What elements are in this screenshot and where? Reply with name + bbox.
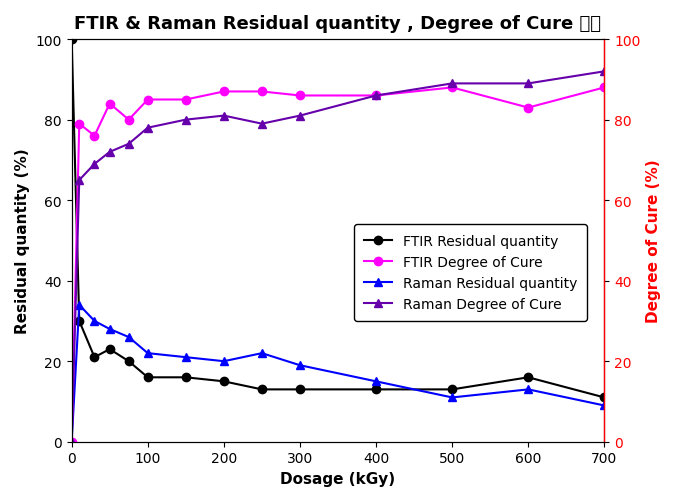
FTIR Degree of Cure [258, 89, 266, 95]
FTIR Degree of Cure [296, 93, 304, 99]
Line: Raman Degree of Cure: Raman Degree of Cure [68, 68, 608, 446]
Raman Degree of Cure [372, 93, 380, 99]
FTIR Degree of Cure [105, 101, 114, 107]
FTIR Residual quantity [258, 387, 266, 393]
FTIR Degree of Cure [220, 89, 228, 95]
Raman Degree of Cure [182, 117, 190, 123]
Title: FTIR & Raman Residual quantity , Degree of Cure 비교: FTIR & Raman Residual quantity , Degree … [74, 15, 602, 33]
Raman Degree of Cure [124, 141, 132, 147]
Raman Residual quantity [448, 395, 456, 401]
FTIR Degree of Cure [182, 97, 190, 103]
FTIR Residual quantity [91, 354, 99, 360]
FTIR Degree of Cure [124, 117, 132, 123]
FTIR Residual quantity [144, 375, 152, 381]
Raman Degree of Cure [105, 149, 114, 155]
X-axis label: Dosage (kGy): Dosage (kGy) [281, 471, 395, 486]
FTIR Residual quantity [182, 375, 190, 381]
Raman Residual quantity [68, 439, 76, 445]
Raman Residual quantity [75, 302, 83, 308]
Raman Degree of Cure [220, 113, 228, 119]
FTIR Degree of Cure [75, 121, 83, 127]
FTIR Residual quantity [448, 387, 456, 393]
FTIR Residual quantity [524, 375, 532, 381]
FTIR Residual quantity [124, 359, 132, 365]
Raman Residual quantity [220, 359, 228, 365]
Raman Degree of Cure [524, 81, 532, 87]
FTIR Degree of Cure [372, 93, 380, 99]
Raman Residual quantity [600, 403, 608, 409]
Raman Degree of Cure [144, 125, 152, 131]
Line: FTIR Degree of Cure: FTIR Degree of Cure [68, 84, 608, 446]
Raman Residual quantity [182, 354, 190, 360]
Raman Degree of Cure [91, 162, 99, 168]
FTIR Residual quantity [372, 387, 380, 393]
FTIR Residual quantity [220, 379, 228, 385]
Raman Degree of Cure [75, 178, 83, 184]
Y-axis label: Degree of Cure (%): Degree of Cure (%) [646, 159, 661, 323]
FTIR Degree of Cure [68, 439, 76, 445]
FTIR Residual quantity [68, 37, 76, 43]
Raman Residual quantity [144, 350, 152, 356]
Raman Residual quantity [372, 379, 380, 385]
Line: Raman Residual quantity: Raman Residual quantity [68, 301, 608, 446]
Raman Degree of Cure [296, 113, 304, 119]
FTIR Residual quantity [75, 318, 83, 324]
Raman Residual quantity [258, 350, 266, 356]
Raman Residual quantity [296, 363, 304, 369]
Raman Degree of Cure [258, 121, 266, 127]
FTIR Degree of Cure [600, 85, 608, 91]
FTIR Degree of Cure [524, 105, 532, 111]
FTIR Degree of Cure [448, 85, 456, 91]
Line: FTIR Residual quantity: FTIR Residual quantity [68, 36, 608, 402]
Raman Residual quantity [91, 318, 99, 324]
Raman Degree of Cure [448, 81, 456, 87]
Raman Degree of Cure [600, 69, 608, 75]
FTIR Residual quantity [296, 387, 304, 393]
Raman Residual quantity [105, 326, 114, 332]
Legend: FTIR Residual quantity, FTIR Degree of Cure, Raman Residual quantity, Raman Degr: FTIR Residual quantity, FTIR Degree of C… [354, 225, 587, 321]
Raman Degree of Cure [68, 439, 76, 445]
Y-axis label: Residual quantity (%): Residual quantity (%) [15, 148, 30, 334]
Raman Residual quantity [124, 334, 132, 340]
FTIR Residual quantity [105, 346, 114, 352]
Raman Residual quantity [524, 387, 532, 393]
FTIR Degree of Cure [91, 133, 99, 139]
FTIR Residual quantity [600, 395, 608, 401]
FTIR Degree of Cure [144, 97, 152, 103]
